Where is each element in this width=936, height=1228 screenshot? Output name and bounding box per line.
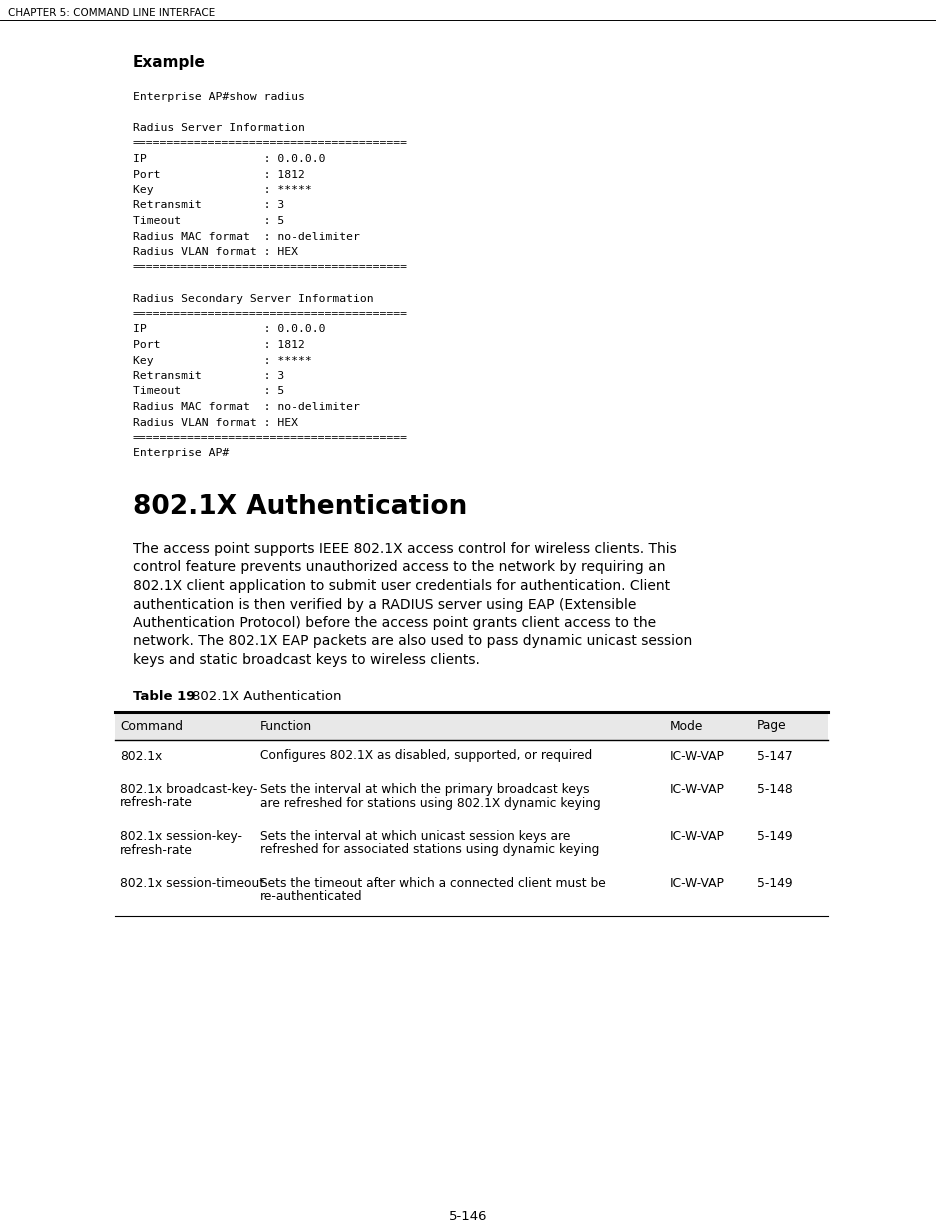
Text: 802.1x: 802.1x: [120, 749, 162, 763]
Text: IC-W-VAP: IC-W-VAP: [669, 749, 724, 763]
Text: Table 19: Table 19: [133, 689, 196, 702]
Text: refreshed for associated stations using dynamic keying: refreshed for associated stations using …: [259, 844, 599, 856]
Text: Command: Command: [120, 720, 183, 732]
Text: 5-149: 5-149: [756, 830, 792, 842]
Text: Retransmit         : 3: Retransmit : 3: [133, 371, 284, 381]
Text: Sets the interval at which the primary broadcast keys: Sets the interval at which the primary b…: [259, 783, 589, 796]
Text: Retransmit         : 3: Retransmit : 3: [133, 200, 284, 210]
Text: Radius MAC format  : no-delimiter: Radius MAC format : no-delimiter: [133, 232, 359, 242]
Text: Radius VLAN format : HEX: Radius VLAN format : HEX: [133, 418, 298, 427]
Text: Configures 802.1X as disabled, supported, or required: Configures 802.1X as disabled, supported…: [259, 749, 592, 763]
Text: refresh-rate: refresh-rate: [120, 797, 193, 809]
Text: Example: Example: [133, 55, 206, 70]
Text: Radius MAC format  : no-delimiter: Radius MAC format : no-delimiter: [133, 402, 359, 413]
Text: 802.1x session-key-: 802.1x session-key-: [120, 830, 241, 842]
Text: 802.1X Authentication: 802.1X Authentication: [133, 494, 467, 519]
Text: keys and static broadcast keys to wireless clients.: keys and static broadcast keys to wirele…: [133, 653, 479, 667]
Text: ========================================: ========================================: [133, 433, 407, 443]
Text: Radius Server Information: Radius Server Information: [133, 123, 304, 133]
Text: Timeout            : 5: Timeout : 5: [133, 387, 284, 397]
Text: Radius VLAN format : HEX: Radius VLAN format : HEX: [133, 247, 298, 257]
Text: Page: Page: [756, 720, 786, 732]
Text: ========================================: ========================================: [133, 309, 407, 319]
Bar: [115, 711, 827, 739]
Text: are refreshed for stations using 802.1X dynamic keying: are refreshed for stations using 802.1X …: [259, 797, 600, 809]
Text: Radius Secondary Server Information: Radius Secondary Server Information: [133, 293, 373, 303]
Text: CHAPTER 5: COMMAND LINE INTERFACE: CHAPTER 5: COMMAND LINE INTERFACE: [8, 9, 215, 18]
Text: network. The 802.1X EAP packets are also used to pass dynamic unicast session: network. The 802.1X EAP packets are also…: [133, 635, 692, 648]
Text: control feature prevents unauthorized access to the network by requiring an: control feature prevents unauthorized ac…: [133, 560, 665, 575]
Text: Timeout            : 5: Timeout : 5: [133, 216, 284, 226]
Text: Port               : 1812: Port : 1812: [133, 169, 304, 179]
Text: Enterprise AP#show radius: Enterprise AP#show radius: [133, 92, 304, 102]
Text: Sets the interval at which unicast session keys are: Sets the interval at which unicast sessi…: [259, 830, 570, 842]
Text: Authentication Protocol) before the access point grants client access to the: Authentication Protocol) before the acce…: [133, 616, 655, 630]
Text: Function: Function: [259, 720, 312, 732]
Text: re-authenticated: re-authenticated: [259, 890, 362, 904]
Text: IC-W-VAP: IC-W-VAP: [669, 877, 724, 890]
Text: 5-148: 5-148: [756, 783, 792, 796]
Text: Sets the timeout after which a connected client must be: Sets the timeout after which a connected…: [259, 877, 605, 890]
Text: Key                : *****: Key : *****: [133, 185, 312, 195]
Text: ========================================: ========================================: [133, 139, 407, 149]
Text: 5-147: 5-147: [756, 749, 792, 763]
Text: IP                 : 0.0.0.0: IP : 0.0.0.0: [133, 154, 325, 165]
Text: Enterprise AP#: Enterprise AP#: [133, 448, 229, 458]
Text: 802.1x broadcast-key-: 802.1x broadcast-key-: [120, 783, 257, 796]
Text: IP                 : 0.0.0.0: IP : 0.0.0.0: [133, 324, 325, 334]
Text: Mode: Mode: [669, 720, 703, 732]
Text: 802.1x session-timeout: 802.1x session-timeout: [120, 877, 264, 890]
Text: IC-W-VAP: IC-W-VAP: [669, 830, 724, 842]
Text: 5-149: 5-149: [756, 877, 792, 890]
Text: ========================================: ========================================: [133, 263, 407, 273]
Text: Key                : *****: Key : *****: [133, 355, 312, 366]
Text: authentication is then verified by a RADIUS server using EAP (Extensible: authentication is then verified by a RAD…: [133, 598, 636, 612]
Text: 5-146: 5-146: [448, 1210, 487, 1223]
Text: The access point supports IEEE 802.1X access control for wireless clients. This: The access point supports IEEE 802.1X ac…: [133, 542, 676, 556]
Text: 802.1X client application to submit user credentials for authentication. Client: 802.1X client application to submit user…: [133, 578, 669, 593]
Text: Port               : 1812: Port : 1812: [133, 340, 304, 350]
Text: IC-W-VAP: IC-W-VAP: [669, 783, 724, 796]
Text: 802.1X Authentication: 802.1X Authentication: [192, 689, 341, 702]
Text: refresh-rate: refresh-rate: [120, 844, 193, 856]
